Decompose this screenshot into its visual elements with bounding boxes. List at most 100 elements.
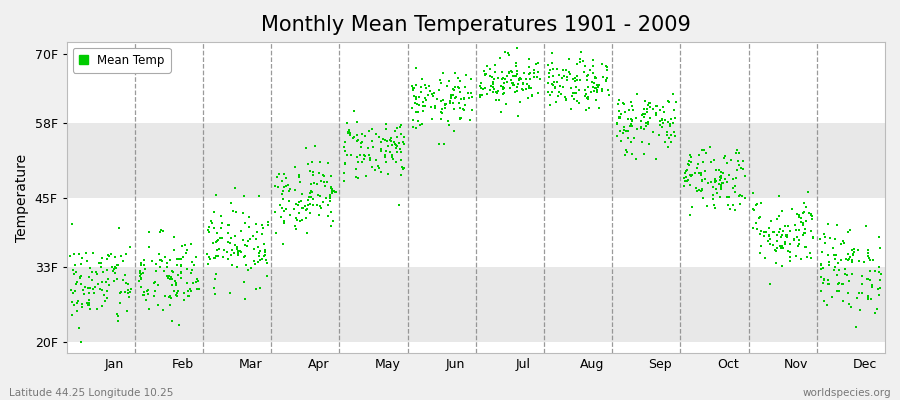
Point [706,184,720,190]
Point [612,114,626,120]
Point [356,156,371,162]
Point [780,232,795,238]
Point [394,157,409,163]
Point [662,120,677,127]
Point [818,240,832,247]
Point [864,296,878,303]
Point [100,295,114,302]
Point [649,112,663,118]
Point [160,264,175,270]
Point [393,172,408,178]
Point [490,90,504,96]
Point [396,134,410,140]
Point [796,220,810,226]
Point [508,72,523,79]
Point [451,75,465,82]
Point [691,160,706,167]
Point [303,180,318,187]
Point [616,126,631,133]
Point [368,167,382,174]
Point [714,184,728,190]
Point [694,170,708,176]
Point [123,285,138,292]
Point [843,227,858,233]
Point [679,168,693,174]
Point [453,105,467,111]
Point [872,234,886,240]
Point [761,225,776,231]
Point [222,290,237,296]
Point [708,179,723,185]
Point [752,215,766,222]
Point [158,293,173,300]
Point [563,85,578,91]
Point [625,121,639,128]
Point [817,277,832,284]
Point [110,262,124,268]
Point [542,70,556,76]
Point [89,271,104,277]
Point [612,96,626,103]
Point [738,172,752,179]
Point [393,131,408,137]
Point [446,92,460,99]
Point [505,68,519,75]
Point [798,226,813,232]
Point [70,298,85,304]
Point [655,104,670,110]
Point [300,206,314,212]
Point [110,311,124,317]
Point [592,104,607,111]
Point [318,182,332,189]
Point [72,251,86,257]
Point [509,88,524,94]
Point [388,128,402,134]
Point [305,168,320,175]
Point [680,176,695,183]
Point [220,256,235,262]
Point [625,117,639,124]
Point [763,281,778,288]
Point [654,124,669,130]
Point [525,93,539,99]
Point [448,95,463,101]
Point [301,202,315,208]
Point [865,282,879,288]
Point [766,229,780,235]
Point [172,322,186,328]
Point [842,250,856,257]
Point [255,231,269,237]
Point [508,89,522,95]
Point [770,216,784,222]
Point [274,205,289,211]
Point [238,242,252,249]
Point [165,274,179,280]
Point [410,94,424,100]
Point [201,260,215,267]
Point [424,104,438,110]
Point [258,248,273,255]
Point [178,250,193,256]
Point [137,292,151,298]
Point [116,277,130,283]
Point [714,173,728,179]
Point [251,259,266,265]
Point [776,245,790,251]
Point [814,274,829,281]
Point [382,148,397,155]
Point [610,120,625,126]
Point [590,82,604,88]
Point [425,116,439,122]
Point [509,63,524,70]
Point [700,203,715,209]
Point [546,82,561,88]
Point [204,218,219,225]
Title: Monthly Mean Temperatures 1901 - 2009: Monthly Mean Temperatures 1901 - 2009 [261,15,691,35]
Point [184,288,198,294]
Point [276,183,291,190]
Point [668,133,682,140]
Point [416,103,430,109]
Point [251,244,266,251]
Point [444,92,458,99]
Point [644,104,658,110]
